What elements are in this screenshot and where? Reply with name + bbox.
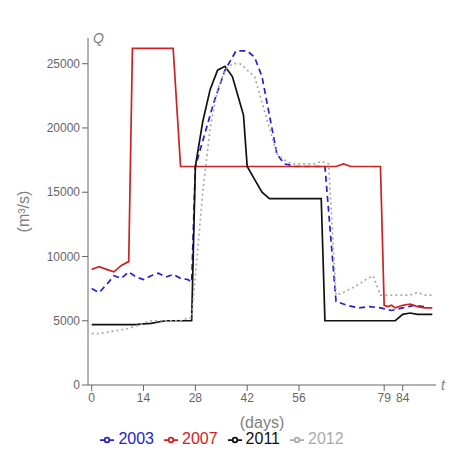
svg-text:15000: 15000 [47,185,81,199]
svg-text:20000: 20000 [47,121,81,135]
svg-text:(days): (days) [240,414,284,431]
svg-text:0: 0 [73,378,80,392]
html-text:2012: 2012 [308,430,344,447]
html-text:2007: 2007 [182,430,218,447]
svg-text:0: 0 [88,391,95,405]
svg-text:56: 56 [292,391,306,405]
svg-text:84: 84 [396,391,410,405]
svg-text:t: t [441,377,446,393]
svg-text:79: 79 [377,391,391,405]
svg-text:Q: Q [93,30,104,46]
svg-text:42: 42 [241,391,255,405]
html-text:2003: 2003 [118,430,154,447]
svg-text:25000: 25000 [47,57,81,71]
html-text:2011: 2011 [245,430,280,447]
svg-text:5000: 5000 [53,314,80,328]
svg-text:10000: 10000 [47,250,81,264]
svg-text:14: 14 [137,391,151,405]
svg-text:(m³/s): (m³/s) [15,191,32,233]
svg-text:28: 28 [189,391,203,405]
